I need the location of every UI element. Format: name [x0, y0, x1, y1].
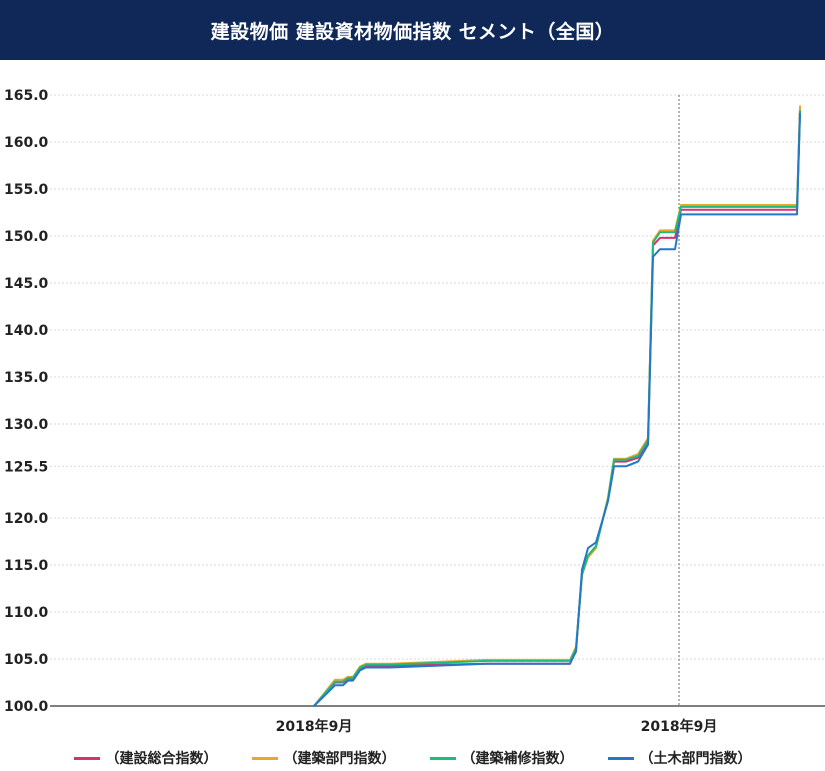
y-tick-label: 150.0 — [4, 229, 49, 245]
series-lines — [313, 105, 801, 707]
legend-label: （建設総合指数） — [105, 751, 218, 767]
y-tick-label: 155.0 — [4, 182, 49, 198]
series-line-4 — [313, 112, 801, 707]
legend-label: （建築補修指数） — [461, 751, 574, 767]
y-tick-label: 105.0 — [4, 652, 49, 668]
series-line-3 — [313, 110, 801, 707]
y-tick-label: 115.0 — [4, 558, 49, 574]
y-tick-label: 120.0 — [4, 511, 49, 527]
legend-item: （建築補修指数） — [429, 748, 574, 768]
y-tick-label: 140.0 — [4, 323, 49, 339]
series-line-1 — [313, 108, 801, 707]
y-tick-label: 130.0 — [4, 417, 49, 433]
series-line-2 — [313, 105, 801, 707]
legend-item: （建設総合指数） — [73, 748, 218, 768]
legend-swatch — [73, 756, 100, 760]
x-tick-label: 2018年9月 — [641, 718, 718, 735]
y-tick-label: 160.0 — [4, 135, 49, 151]
y-axis-ticks: 100.0 105.0 110.0 115.0 120.0 125.5 130.0 135.0… — [4, 88, 49, 715]
legend-swatch — [607, 756, 634, 760]
y-tick-label: 100.0 — [4, 699, 49, 715]
gridlines — [50, 94, 825, 660]
x-axis-ticks: 2018年9月 2018年9月 — [276, 718, 718, 735]
legend-item: （土木部門指数） — [607, 748, 752, 768]
legend-swatch — [429, 756, 456, 760]
y-tick-label: 135.0 — [4, 370, 49, 386]
y-tick-label: 165.0 — [4, 88, 49, 104]
chart-title: 建設物価 建設資材物価指数 セメント（全国） — [0, 0, 825, 60]
y-tick-label: 145.0 — [4, 276, 49, 292]
legend-item: （建築部門指数） — [251, 748, 396, 768]
line-chart: 100.0 105.0 110.0 115.0 120.0 125.5 130.0 135.0… — [4, 88, 825, 735]
legend-label: （土木部門指数） — [639, 751, 752, 767]
legend-label: （建築部門指数） — [283, 751, 396, 767]
x-tick-label: 2018年9月 — [276, 718, 353, 735]
legend-swatch — [251, 756, 278, 760]
y-tick-label: 110.0 — [4, 605, 49, 621]
y-tick-label: 125.5 — [4, 459, 48, 475]
legend: （建設総合指数） （建築部門指数） （建築補修指数） （土木部門指数） — [0, 745, 825, 771]
